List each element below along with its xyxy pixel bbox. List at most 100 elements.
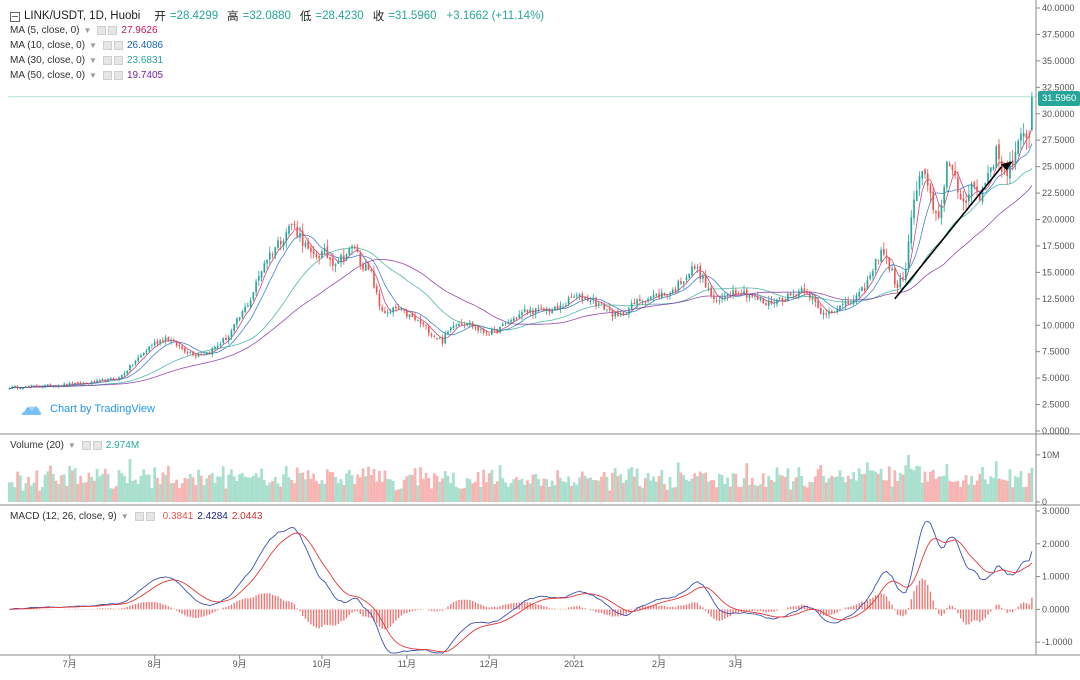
volume-bar [120, 473, 124, 502]
ma30-value: 23.6831 [126, 55, 164, 66]
candle-body [674, 288, 677, 292]
candle-body [732, 290, 734, 295]
volume-bar [257, 477, 261, 502]
volume-bar [161, 472, 165, 502]
settings-icon[interactable] [134, 512, 144, 521]
candle-body [351, 246, 353, 249]
candle-body [395, 306, 397, 309]
candle-body [573, 296, 575, 298]
candle-body [899, 278, 902, 288]
candle-body [307, 241, 309, 249]
volume-bar [745, 463, 749, 502]
close-icon[interactable] [108, 26, 118, 35]
candle-body [532, 310, 534, 315]
candle-body [460, 323, 463, 325]
volume-bar [759, 484, 762, 502]
volume-bar [293, 483, 296, 502]
close-icon[interactable] [145, 512, 155, 521]
volume-bar [528, 483, 532, 502]
volume-bar [591, 479, 595, 502]
volume-bar [287, 477, 291, 502]
candle-body [491, 329, 493, 335]
volume-legend[interactable]: Volume (20) ▼ 2.974M [10, 440, 139, 451]
candle-body [329, 257, 331, 260]
candle-body [282, 241, 285, 247]
candle-body [677, 281, 680, 291]
candle-body [680, 281, 682, 284]
candle-body [11, 386, 13, 389]
ma10-legend[interactable]: MA (10, close, 0) ▼ 26.4086 [10, 40, 163, 51]
volume-bar [172, 482, 176, 502]
close-value: =31.5960 [388, 10, 437, 22]
candle-body [603, 303, 606, 310]
volume-bar [131, 480, 135, 502]
collapse-square-icon[interactable] [10, 12, 20, 22]
macd-line [9, 520, 1033, 654]
macd-line-value: 2.4284 [197, 511, 228, 522]
volume-bar [1016, 477, 1020, 502]
volume-bar [739, 486, 743, 502]
settings-icon[interactable] [102, 71, 112, 80]
volume-bar [188, 473, 192, 502]
candle-body [759, 298, 762, 301]
volume-bar [153, 467, 157, 502]
candle-body [784, 300, 786, 302]
volume-bar [95, 468, 99, 502]
close-icon[interactable] [113, 71, 123, 80]
volume-bar [633, 476, 636, 502]
candle-body [625, 314, 627, 316]
candle-body [178, 345, 181, 347]
close-icon[interactable] [92, 441, 102, 450]
candle-body [704, 274, 707, 288]
candle-body [691, 266, 693, 276]
volume-bar [764, 486, 768, 502]
caret-icon[interactable]: ▼ [89, 41, 97, 50]
settings-icon[interactable] [102, 56, 112, 65]
candle-body [389, 311, 392, 313]
caret-icon[interactable]: ▼ [89, 56, 97, 65]
volume-bar [73, 468, 77, 502]
caret-icon[interactable]: ▼ [120, 512, 129, 521]
candle-body [288, 225, 290, 234]
volume-bar [235, 481, 239, 502]
candle-body [937, 211, 940, 218]
candle-body [323, 248, 326, 253]
volume-bar [605, 476, 609, 502]
candle-body [729, 294, 732, 296]
volume-bar [882, 480, 886, 502]
price-tick-label: 15.0000 [1042, 267, 1075, 277]
high-label: 高 [227, 11, 239, 23]
macd-tick-label: 2.0000 [1042, 539, 1070, 549]
close-icon[interactable] [113, 41, 123, 50]
ma5-legend[interactable]: MA (5, close, 0) ▼ 27.9626 [10, 25, 158, 36]
volume-bar [789, 489, 793, 502]
macd-signal-value: 2.0443 [231, 511, 263, 522]
volume-bar [320, 480, 324, 502]
ma30-legend[interactable]: MA (30, close, 0) ▼ 23.6831 [10, 55, 163, 66]
settings-icon[interactable] [97, 26, 107, 35]
caret-icon[interactable]: ▼ [83, 26, 92, 35]
symbol-label[interactable]: LINK/USDT, 1D, Huobi [24, 10, 141, 22]
volume-bar [114, 486, 118, 502]
macd-legend[interactable]: MACD (12, 26, close, 9) ▼ 0.3841 2.4284 2… [10, 511, 262, 522]
candle-body [978, 193, 981, 201]
time-tick-label: 3月 [729, 659, 743, 669]
volume-bar [537, 479, 540, 502]
caret-icon[interactable]: ▼ [89, 71, 97, 80]
settings-icon[interactable] [81, 441, 91, 450]
candle-body [968, 194, 970, 202]
close-icon[interactable] [113, 56, 123, 65]
volume-bar [92, 480, 96, 502]
volume-bar [18, 475, 22, 502]
candle-body [852, 299, 855, 304]
caret-icon[interactable]: ▼ [67, 441, 76, 450]
settings-icon[interactable] [102, 41, 112, 50]
high-value: =32.0880 [242, 10, 291, 22]
tradingview-brand[interactable]: Chart by TradingView [20, 402, 155, 416]
volume-bar [1014, 476, 1017, 502]
ma50-legend[interactable]: MA (50, close, 0) ▼ 19.7405 [10, 70, 163, 81]
volume-bar [808, 481, 812, 502]
candle-body [874, 258, 877, 271]
volume-bar [484, 482, 488, 502]
